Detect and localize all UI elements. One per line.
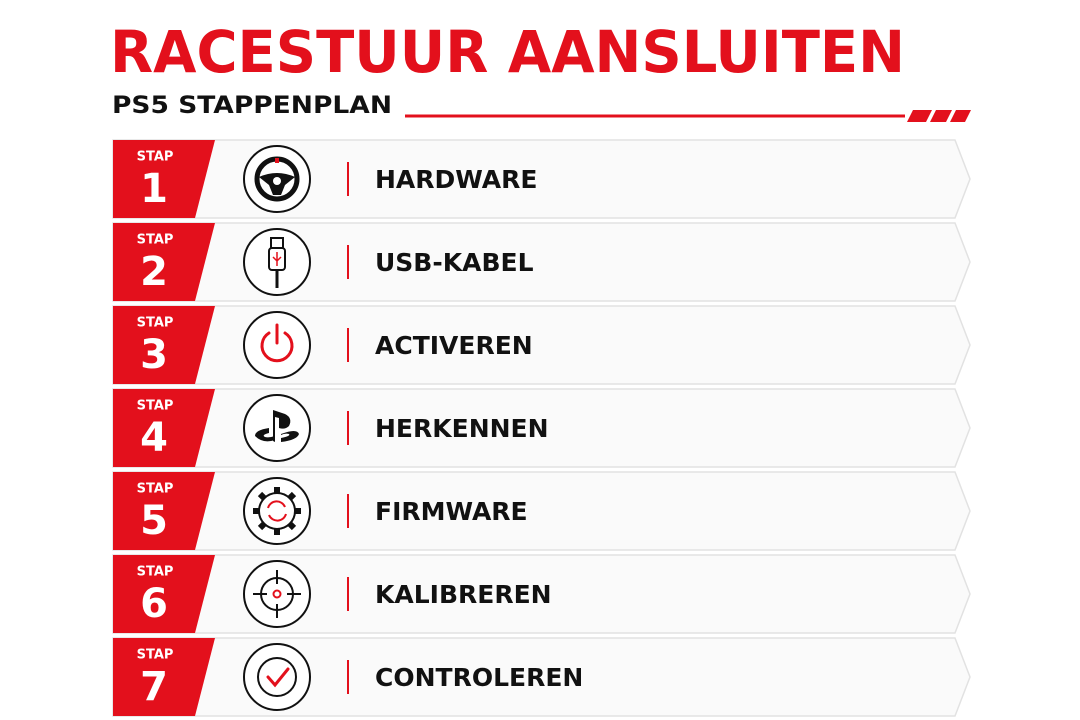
step-badge — [113, 638, 215, 716]
icon — [254, 156, 300, 202]
step-badge — [113, 389, 215, 467]
icon-part — [266, 667, 290, 688]
icon-part — [272, 589, 282, 599]
icon-part — [273, 410, 291, 442]
title: RACESTUUR AANSLUITEN — [110, 18, 905, 86]
step-label: STAP — [137, 399, 174, 414]
step-number: 4 — [140, 415, 168, 461]
step-title: ACTIVEREN — [375, 331, 533, 360]
icon-part — [257, 657, 297, 697]
icon-part — [275, 158, 279, 163]
row-panel — [112, 471, 971, 551]
icon-ring — [243, 394, 311, 462]
icon-part — [258, 492, 296, 530]
stripes — [907, 110, 971, 122]
step-badge — [113, 555, 215, 633]
step-number: 7 — [140, 664, 168, 710]
row-panel — [112, 222, 971, 302]
step-badge — [113, 140, 215, 218]
subtitle: PS5 STAPPENPLAN — [112, 91, 392, 119]
step-number: 2 — [140, 249, 168, 295]
step-title: HARDWARE — [375, 165, 537, 194]
icon — [255, 410, 299, 442]
step-label: STAP — [137, 150, 174, 165]
icon-ring — [243, 311, 311, 379]
step-badge — [113, 306, 215, 384]
step-label: STAP — [137, 565, 174, 580]
step-title: FIRMWARE — [375, 497, 528, 526]
row-panel — [112, 305, 971, 385]
step-number: 5 — [140, 498, 168, 544]
step-number: 1 — [140, 166, 168, 212]
step-title: HERKENNEN — [375, 414, 549, 443]
icon-part — [255, 428, 299, 442]
icon — [253, 487, 301, 535]
row-panel — [112, 139, 971, 219]
step-badge — [113, 223, 215, 301]
step-title: USB-KABEL — [375, 248, 534, 277]
step-label: STAP — [137, 648, 174, 663]
icon — [257, 657, 297, 697]
icon-ring — [243, 643, 311, 711]
icon-part — [260, 331, 294, 363]
step-label: STAP — [137, 233, 174, 248]
step-title: CONTROLEREN — [375, 663, 583, 692]
step-badge — [113, 472, 215, 550]
icon — [260, 323, 294, 363]
step-number: 3 — [140, 332, 168, 378]
icon-part — [253, 487, 301, 535]
step-title: KALIBREREN — [375, 580, 552, 609]
icon-part — [253, 570, 301, 618]
icon-part — [272, 252, 282, 266]
icon — [268, 237, 286, 288]
icon-part — [267, 500, 287, 522]
icon — [253, 570, 301, 618]
icon-ring — [243, 560, 311, 628]
step-label: STAP — [137, 316, 174, 331]
icon-part — [273, 177, 281, 185]
step-label: STAP — [137, 482, 174, 497]
step-number: 6 — [140, 581, 168, 627]
